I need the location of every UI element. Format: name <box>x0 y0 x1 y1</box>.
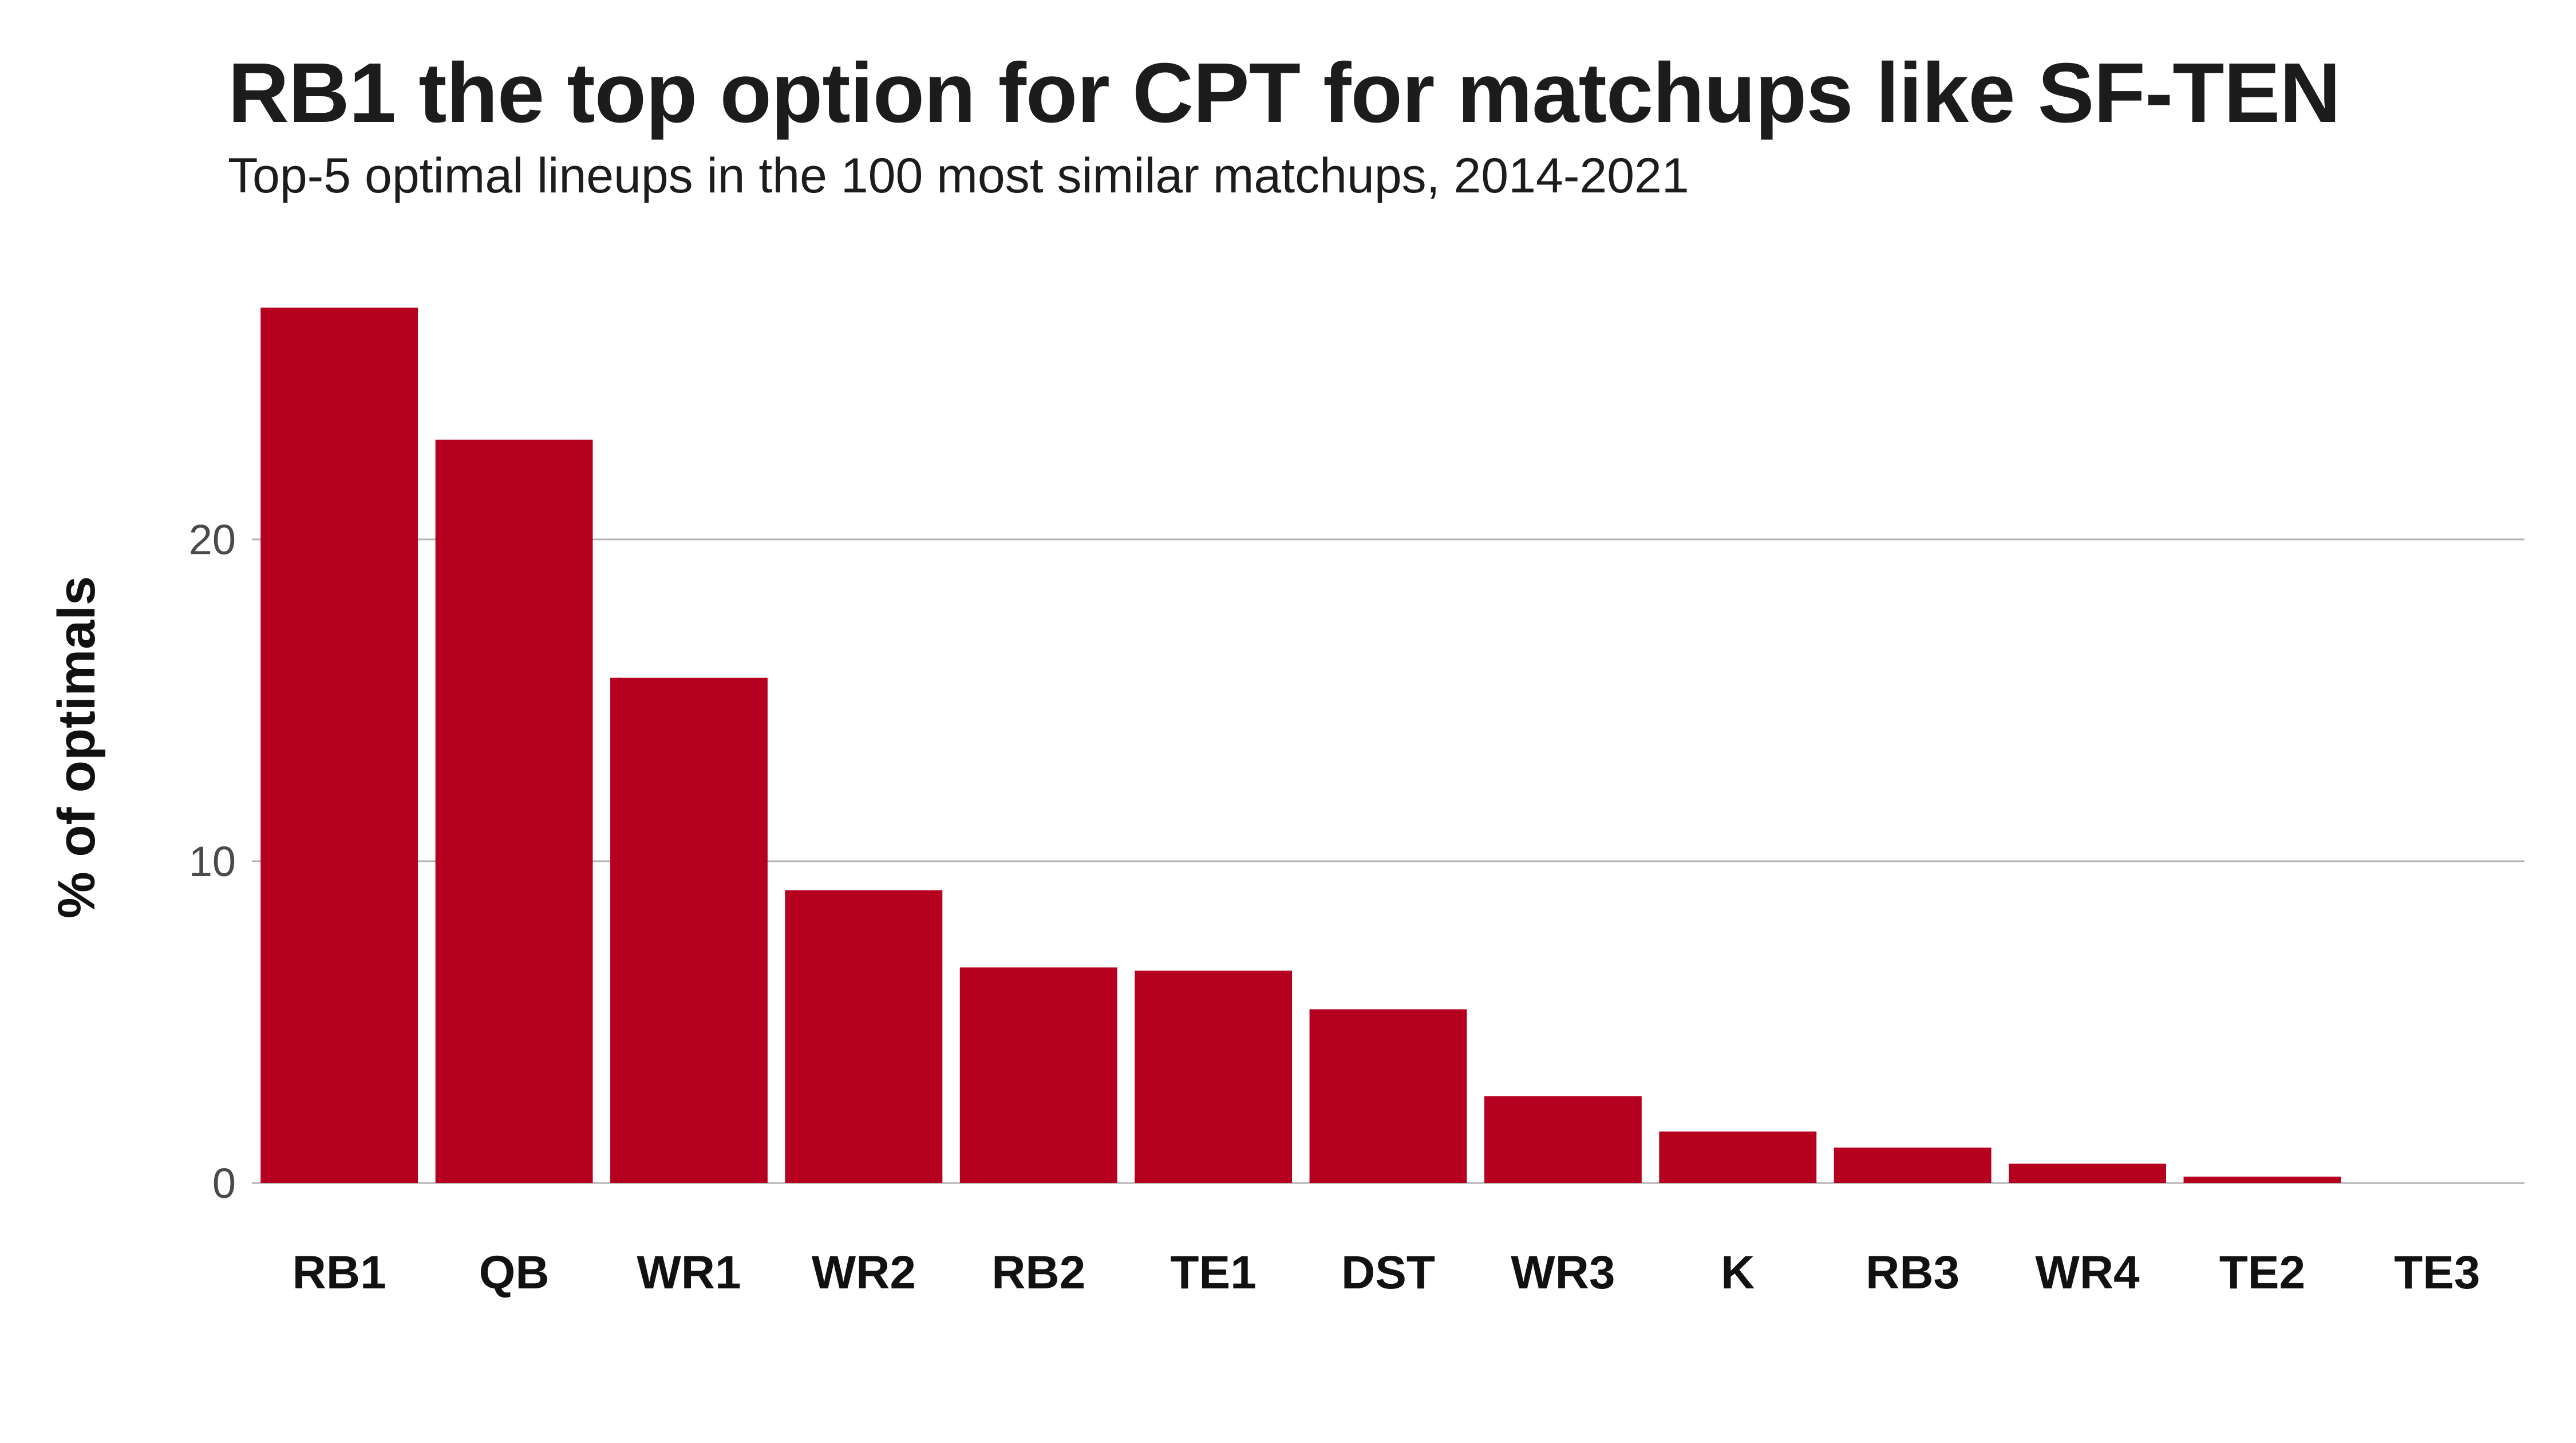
y-axis-label: % of optimals <box>48 576 106 918</box>
x-tick-label-wr2: WR2 <box>812 1247 916 1299</box>
x-tick-label-te2: TE2 <box>2219 1247 2305 1299</box>
x-tick-label-te3: TE3 <box>2394 1247 2480 1299</box>
bar-rb2 <box>959 967 1117 1183</box>
x-tick-label-rb3: RB3 <box>1866 1247 1959 1299</box>
bar-rb3 <box>1834 1148 1992 1183</box>
bar-wr3 <box>1484 1096 1642 1183</box>
bar-dst <box>1309 1009 1467 1183</box>
bar-k <box>1659 1131 1817 1183</box>
bar-te2 <box>2183 1176 2341 1183</box>
x-axis-labels: RB1 QB WR1 WR2 RB2 TE1 DST WR3 K RB3 WR4 TE2 TE3 <box>293 1247 2480 1299</box>
x-tick-label-wr3: WR3 <box>1511 1247 1615 1299</box>
x-tick-label-k: K <box>1721 1247 1755 1299</box>
chart-title: RB1 the top option for CPT for matchups … <box>228 46 2341 140</box>
bar-wr1 <box>610 677 768 1183</box>
bar-te1 <box>1135 971 1293 1183</box>
y-tick-label: 10 <box>189 838 236 885</box>
bars <box>260 307 2341 1183</box>
x-tick-label-wr1: WR1 <box>637 1247 741 1299</box>
x-tick-label-dst: DST <box>1341 1247 1435 1299</box>
y-tick-label: 20 <box>189 516 236 563</box>
y-axis-ticks: 0 10 20 <box>189 516 236 1207</box>
chart-subtitle: Top-5 optimal lineups in the 100 most si… <box>228 148 1689 203</box>
bar-rb1 <box>260 307 418 1183</box>
x-tick-label-rb2: RB2 <box>991 1247 1085 1299</box>
bar-qb <box>435 439 593 1183</box>
x-tick-label-wr4: WR4 <box>2035 1247 2140 1299</box>
x-tick-label-te1: TE1 <box>1170 1247 1256 1299</box>
y-tick-label: 0 <box>212 1160 236 1207</box>
x-tick-label-qb: QB <box>479 1247 550 1299</box>
x-tick-label-rb1: RB1 <box>293 1247 386 1299</box>
bar-wr4 <box>2009 1164 2166 1183</box>
bar-wr2 <box>785 890 943 1183</box>
